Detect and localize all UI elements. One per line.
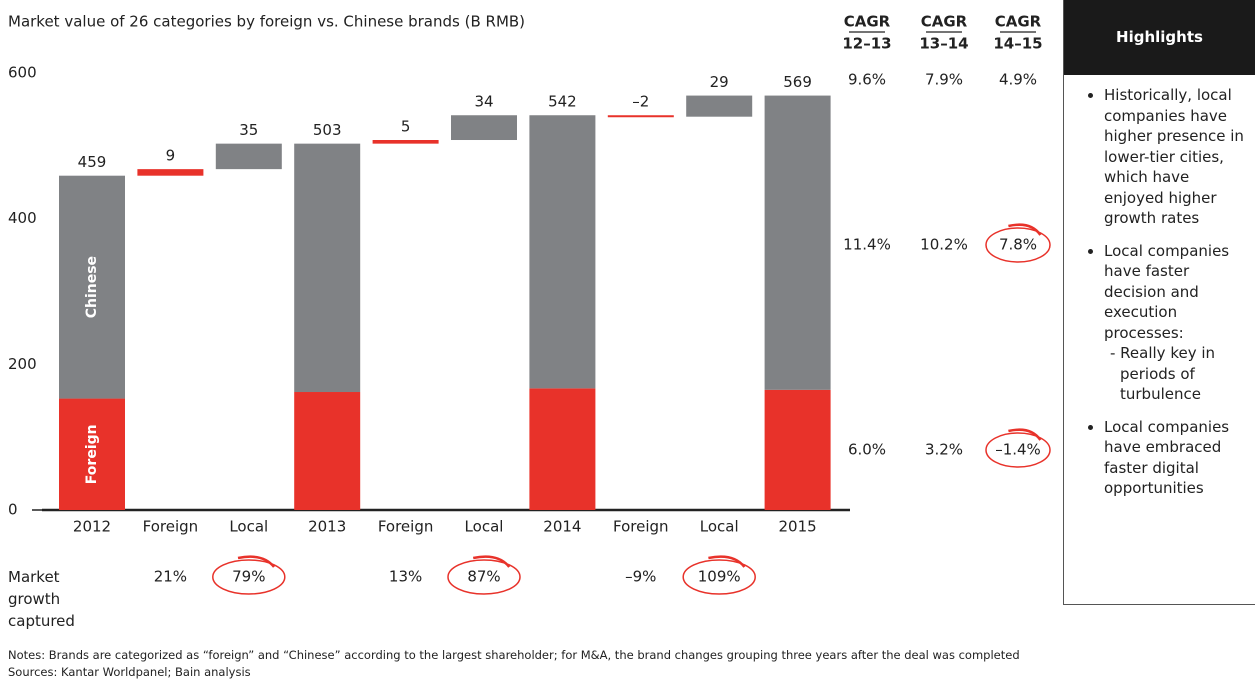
x-tick-label: 2014: [543, 518, 581, 536]
x-tick-label: Foreign: [613, 518, 669, 536]
highlight-swoosh: [1008, 428, 1042, 441]
cagr-value: 4.9%: [999, 71, 1037, 89]
bar-segment: [59, 398, 125, 510]
y-tick-label: 0: [8, 501, 18, 519]
highlight-circle: [682, 559, 756, 595]
cagr-value: 3.2%: [925, 441, 963, 459]
highlight-circle: [985, 227, 1051, 263]
bar-segment: [529, 388, 596, 510]
step-bar: [607, 115, 674, 118]
growth-value: 21%: [154, 568, 187, 586]
segment-label: Chinese: [84, 256, 100, 318]
cagr-header: CAGR: [995, 13, 1042, 31]
x-tick-label: Local: [700, 518, 739, 536]
cagr-header: CAGR: [921, 13, 968, 31]
highlight-bullet: Local companies have embraced faster dig…: [1104, 417, 1249, 499]
value-label: 503: [313, 121, 342, 139]
x-tick-label: Foreign: [378, 518, 434, 536]
growth-value: 13%: [389, 568, 422, 586]
cagr-value: 10.2%: [920, 236, 968, 254]
cagr-value: 6.0%: [848, 441, 886, 459]
step-bar: [451, 115, 517, 141]
step-bar: [215, 143, 282, 170]
notes: Notes: Brands are categorized as “foreig…: [8, 648, 1020, 662]
cagr-value: 9.6%: [848, 71, 886, 89]
bar-segment: [764, 389, 831, 510]
highlights-panel: Highlights Historically, local companies…: [1063, 0, 1255, 605]
value-label: 29: [710, 73, 729, 91]
value-label: 35: [239, 121, 258, 139]
highlight-circle: [985, 432, 1051, 468]
y-tick-label: 400: [8, 209, 37, 227]
x-tick-label: 2012: [73, 518, 111, 536]
cagr-value: 7.9%: [925, 71, 963, 89]
step-bar: [372, 140, 439, 144]
value-label: 542: [548, 93, 577, 111]
value-label: 569: [783, 73, 812, 91]
step-bar: [686, 95, 753, 117]
highlight-circle: [447, 559, 521, 595]
bar-segment: [59, 175, 125, 399]
chart-title: Market value of 26 categories by foreign…: [8, 13, 525, 31]
highlight-swoosh: [237, 555, 275, 568]
highlight-bullet: Local companies have faster decision and…: [1104, 241, 1249, 405]
value-label: 5: [401, 118, 411, 136]
cagr-value: 7.8%: [999, 236, 1037, 254]
y-tick-label: 200: [8, 355, 37, 373]
bullet-text: Historically, local companies have highe…: [1104, 86, 1244, 227]
value-label: –2: [632, 93, 649, 111]
value-label: 459: [78, 153, 107, 171]
bar-segment: [764, 95, 831, 390]
cagr-value: 11.4%: [843, 236, 891, 254]
x-tick-label: Local: [465, 518, 504, 536]
y-tick-label: 600: [8, 64, 37, 82]
growth-value: 79%: [232, 568, 265, 586]
highlight-bullet: Historically, local companies have highe…: [1104, 85, 1249, 229]
step-bar: [137, 169, 204, 176]
x-tick-label: Foreign: [143, 518, 199, 536]
sources: Sources: Kantar Worldpanel; Bain analysi…: [8, 665, 251, 679]
growth-value: 109%: [698, 568, 741, 586]
x-tick-label: Local: [229, 518, 268, 536]
bullet-text: Local companies have embraced faster dig…: [1104, 417, 1230, 498]
x-tick-label: 2015: [779, 518, 817, 536]
highlight-swoosh: [472, 555, 511, 568]
highlights-list: Historically, local companies have highe…: [1064, 85, 1255, 499]
growth-label: Market growth captured: [8, 568, 75, 630]
value-label: 34: [474, 93, 493, 111]
highlight-swoosh: [1008, 223, 1042, 236]
bar-segment: [529, 115, 596, 389]
bar-segment: [294, 392, 361, 510]
segment-label: Foreign: [84, 424, 100, 484]
cagr-value: –1.4%: [995, 441, 1041, 459]
growth-value: –9%: [625, 568, 656, 586]
bullet-sub: - Really key in periods of turbulence: [1110, 344, 1216, 403]
highlights-title: Highlights: [1064, 0, 1255, 75]
cagr-header: 12–13: [842, 35, 891, 53]
cagr-header: 13–14: [919, 35, 968, 53]
growth-value: 87%: [467, 568, 500, 586]
x-tick-label: 2013: [308, 518, 346, 536]
cagr-header: 14–15: [993, 35, 1042, 53]
bar-segment: [294, 143, 361, 393]
highlight-circle: [212, 559, 286, 595]
value-label: 9: [166, 147, 176, 165]
highlight-swoosh: [708, 555, 746, 568]
cagr-header: CAGR: [844, 13, 891, 31]
bullet-text: Local companies have faster decision and…: [1104, 241, 1230, 342]
